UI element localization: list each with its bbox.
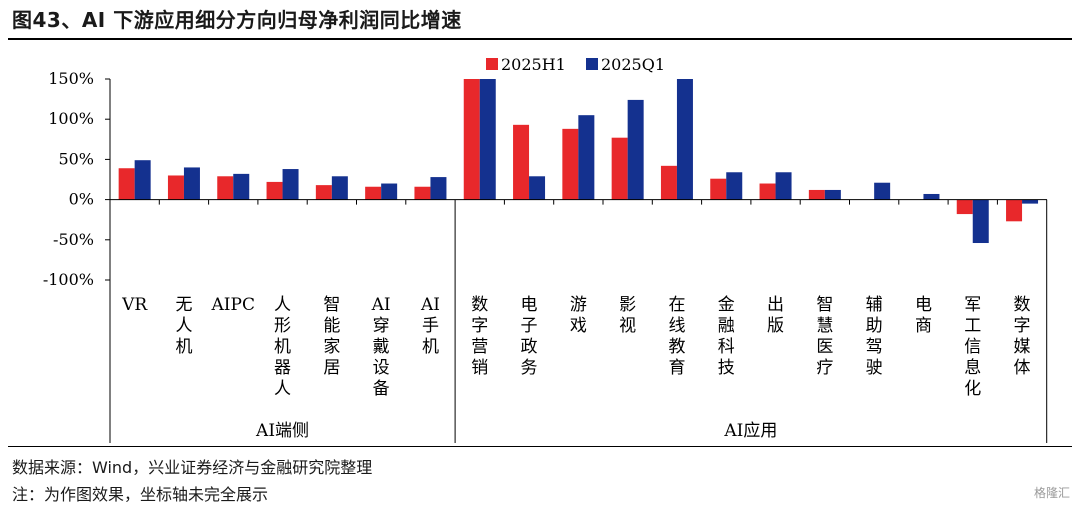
bar-2025Q1 — [726, 172, 743, 200]
category-label: AI 穿戴设备 — [371, 295, 391, 399]
bar-2025H1 — [217, 176, 234, 200]
category-label: 无人机 — [175, 295, 192, 357]
bar-2025H1 — [118, 168, 135, 200]
source-note: 数据来源：Wind，兴业证券经济与金融研究院整理 — [12, 458, 373, 477]
bar-2025H1 — [513, 124, 530, 200]
bar-2025Q1 — [923, 193, 940, 200]
bar-2025Q1 — [134, 160, 151, 200]
category-label: 金融科技 — [718, 295, 735, 378]
title-rule — [8, 38, 1072, 40]
category-label: 电子政务 — [521, 295, 538, 378]
group-label: AI端侧 — [255, 421, 309, 441]
legend-swatch — [586, 58, 598, 70]
bar-2025Q1 — [1022, 199, 1039, 204]
legend: 2025H1 2025Q1 — [486, 55, 665, 74]
axes: 150% 100% 50% 0% -50% -100% — [43, 69, 1048, 443]
chart-title: 图43、AI 下游应用细分方向归母净利润同比增速 — [12, 8, 462, 32]
bar-2025H1 — [710, 178, 727, 200]
legend-swatch — [486, 58, 498, 70]
y-tick-label: -50% — [53, 230, 94, 249]
category-label: AIPC — [211, 295, 255, 315]
y-tick-label: 100% — [48, 109, 94, 128]
category-labels: VR 无人机 AIPC 人形机器人 智能家居 AI 穿戴设备 AI 手机 数字营销 电子政务 游戏影视… — [121, 295, 1030, 441]
bar-2025Q1 — [578, 115, 595, 200]
category-label: 数字营销 — [471, 295, 488, 378]
bar-2025H1 — [167, 175, 184, 200]
bar-2025Q1 — [233, 173, 250, 200]
bar-2025H1 — [266, 181, 283, 200]
category-label: 军工信息化 — [964, 295, 981, 399]
bars — [118, 79, 1039, 244]
bar-2025Q1 — [529, 176, 546, 200]
category-label: 游戏 — [570, 295, 587, 336]
bottom-rule — [8, 446, 1072, 447]
group-label: AI应用 — [723, 421, 777, 441]
category-label: VR — [121, 295, 148, 315]
bar-2025Q1 — [627, 99, 644, 200]
bar-2025Q1 — [972, 199, 989, 244]
watermark: 格隆汇 — [1033, 486, 1070, 500]
bar-2025H1 — [1006, 199, 1023, 222]
bar-2025Q1 — [430, 177, 447, 200]
bar-2025H1 — [660, 165, 677, 200]
bar-2025Q1 — [381, 183, 398, 200]
bar-2025Q1 — [824, 189, 841, 200]
bar-2025H1 — [808, 189, 825, 200]
bar-2025H1 — [463, 79, 480, 200]
category-label: 智慧医疗 — [816, 295, 833, 378]
category-label: 在线教育 — [668, 295, 685, 378]
category-label: 出版 — [767, 295, 784, 336]
bar-chart: 2025H1 2025Q1 150% 100% 50% 0% -50% -100% VR 无人… — [43, 55, 1048, 443]
category-label: 人形机器人 — [274, 295, 291, 399]
bar-2025H1 — [611, 137, 628, 200]
category-label: 影视 — [619, 295, 636, 336]
bar-2025Q1 — [479, 79, 496, 200]
footnote: 注：为作图效果，坐标轴未完全展示 — [12, 485, 269, 504]
category-label: AI 手机 — [420, 295, 440, 357]
bar-2025Q1 — [676, 79, 693, 200]
category-label: 数字媒体 — [1014, 295, 1031, 378]
bar-2025H1 — [315, 185, 332, 200]
y-tick-label: 50% — [58, 149, 94, 168]
legend-label: 2025H1 — [501, 55, 566, 74]
bar-2025H1 — [759, 183, 776, 200]
bar-2025H1 — [562, 128, 579, 200]
y-tick-label: 0% — [69, 190, 94, 209]
bar-2025H1 — [414, 186, 431, 200]
category-label: 智能家居 — [323, 295, 340, 378]
legend-label: 2025Q1 — [601, 55, 665, 74]
bar-2025Q1 — [183, 167, 200, 200]
bar-2025Q1 — [775, 172, 792, 200]
bar-2025H1 — [365, 186, 382, 200]
bar-2025H1 — [956, 199, 973, 215]
bar-2025Q1 — [282, 169, 299, 200]
bar-2025Q1 — [874, 182, 891, 200]
y-tick-label: -100% — [43, 270, 94, 289]
category-label: 电商 — [915, 295, 932, 336]
y-tick-label: 150% — [48, 69, 94, 88]
bar-2025Q1 — [331, 176, 348, 200]
category-label: 辅助驾驶 — [866, 295, 883, 378]
